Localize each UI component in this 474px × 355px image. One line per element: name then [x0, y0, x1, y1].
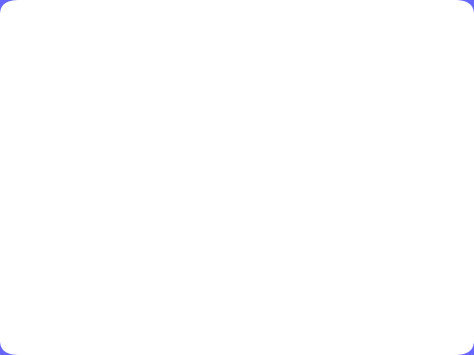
Text: O: O	[414, 253, 436, 281]
Text: Potassiu
m: Potassiu m	[47, 318, 111, 346]
Text: Oxygen: Oxygen	[196, 318, 252, 331]
Text: O: O	[427, 149, 448, 177]
Text: Sodium
oxide: Sodium oxide	[375, 209, 431, 237]
Text: 4K: 4K	[61, 253, 97, 281]
Text: 2Na: 2Na	[365, 149, 420, 177]
Text: Sodium: Sodium	[51, 209, 107, 223]
Text: Oxygen: Oxygen	[196, 209, 252, 223]
Text: Potassium
Oxide: Potassium Oxide	[365, 318, 442, 346]
Text: 2: 2	[400, 272, 410, 286]
Text: O: O	[207, 149, 229, 177]
Text: 2: 2	[234, 168, 244, 183]
Text: 2: 2	[249, 272, 259, 286]
Text: teachoo: teachoo	[381, 31, 438, 44]
Text: metals with Oxygen: metals with Oxygen	[58, 107, 416, 138]
Text: 2K: 2K	[365, 253, 401, 281]
Text: +: +	[136, 253, 159, 281]
Text: 2O: 2O	[207, 253, 246, 281]
Text: 4Na: 4Na	[52, 149, 107, 177]
Text: +: +	[136, 149, 159, 177]
Text: 2: 2	[414, 168, 424, 183]
Text: Reaction of Alkali: Reaction of Alkali	[79, 50, 395, 81]
